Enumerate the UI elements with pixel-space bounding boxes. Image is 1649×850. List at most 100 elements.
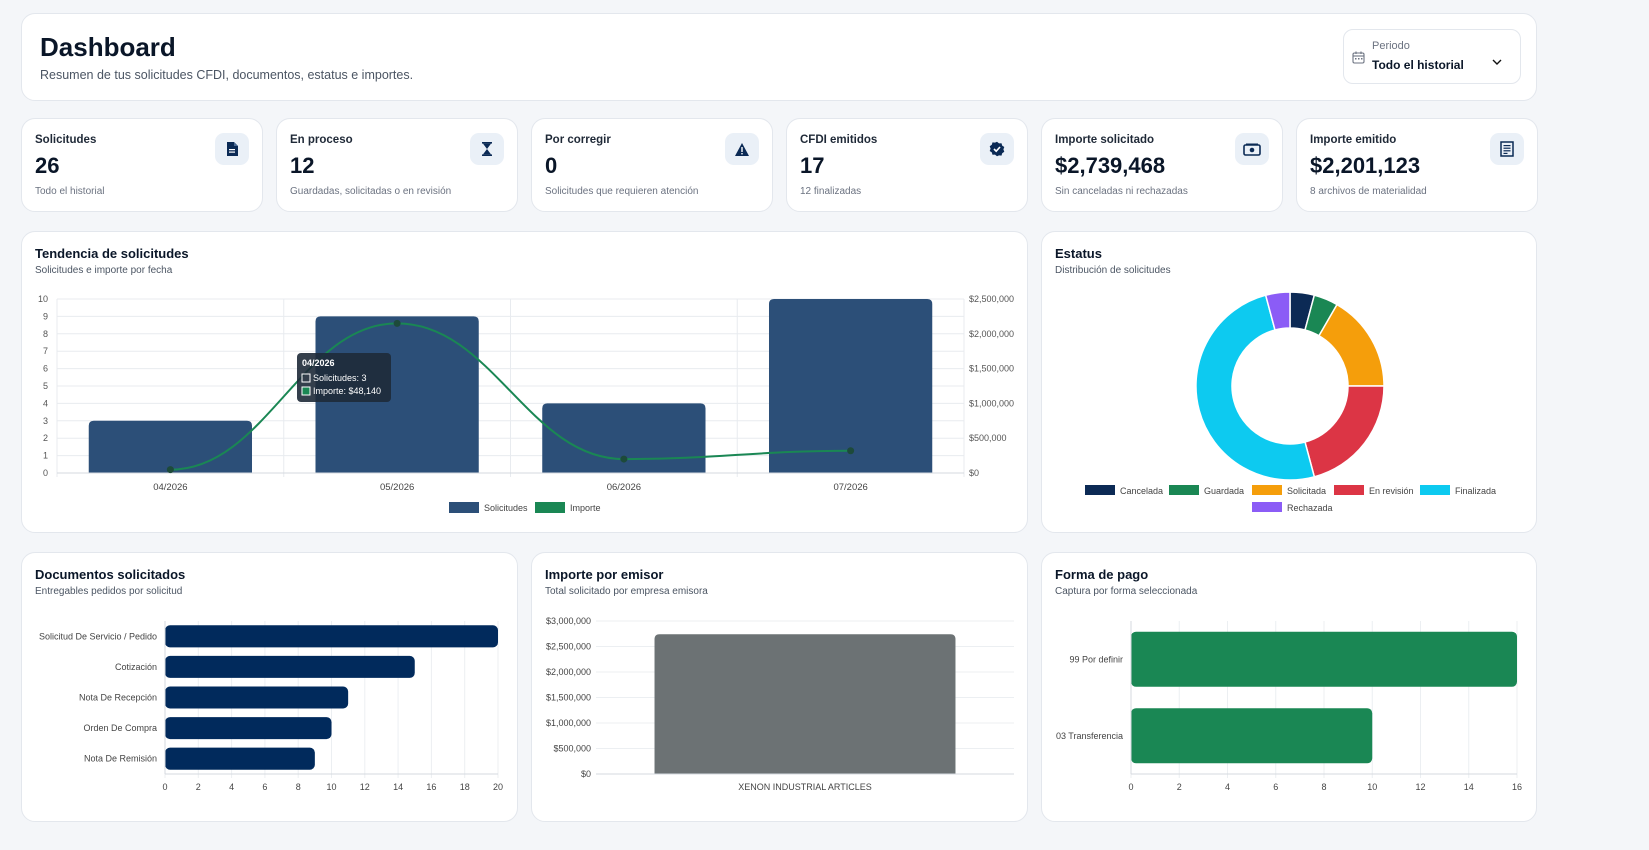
y2-tick-label: $2,000,000 xyxy=(969,329,1014,339)
x-tick-label: XENON INDUSTRIAL ARTICLES xyxy=(738,782,872,792)
y-tick-label: Nota De Recepción xyxy=(79,693,157,703)
kpi-title: Solicitudes xyxy=(35,134,97,146)
y-tick-label: 8 xyxy=(43,329,48,339)
x-tick-label: 04/2026 xyxy=(153,482,187,493)
status-card: Estatus Distribución de solicitudes Canc… xyxy=(1041,231,1537,533)
y2-tick-label: $500,000 xyxy=(969,433,1007,443)
documents-subtitle: Entregables pedidos por solicitud xyxy=(35,586,183,597)
kpi-card-solicitudes: Solicitudes 26 Todo el historial xyxy=(21,118,263,212)
x-tick-label: 6 xyxy=(1273,782,1278,792)
point-importe xyxy=(166,466,174,474)
tooltip-line: Importe: $48,140 xyxy=(313,386,381,396)
tooltip-line: Solicitudes: 3 xyxy=(313,373,367,383)
y-tick-label: 1 xyxy=(43,451,48,461)
y-tick-label: 3 xyxy=(43,416,48,426)
kpi-card-en-proceso: En proceso 12 Guardadas, solicitadas o e… xyxy=(276,118,518,212)
receipt-icon xyxy=(1490,133,1524,165)
y-tick-label: Nota De Remisión xyxy=(84,754,157,764)
x-tick-label: 10 xyxy=(326,782,336,792)
y-tick-label: $2,500,000 xyxy=(546,642,591,652)
slice-en-revisión xyxy=(1304,385,1385,478)
tooltip-box xyxy=(297,353,391,402)
y-tick-label: Solicitud De Servicio / Pedido xyxy=(39,631,157,641)
legend-label: Importe xyxy=(570,503,601,513)
cash-icon xyxy=(1235,133,1269,165)
kpi-subtitle: Todo el historial xyxy=(35,186,105,197)
legend-swatch xyxy=(1420,485,1450,495)
tooltip-swatch xyxy=(301,386,311,396)
y-tick-label: $500,000 xyxy=(553,744,591,754)
payment-title: Forma de pago xyxy=(1055,567,1149,582)
x-tick-label: 2 xyxy=(1177,782,1182,792)
kpi-title: En proceso xyxy=(290,134,353,146)
legend-label: En revisión xyxy=(1369,486,1414,496)
x-tick-label: 8 xyxy=(296,782,301,792)
period-label: Periodo xyxy=(1372,40,1410,52)
bar-document xyxy=(165,747,315,770)
status-chart: Cancelada Guardada Solicitada En revisión Fi… xyxy=(1085,291,1496,513)
legend-label: Solicitada xyxy=(1287,486,1326,496)
y-tick-label: 6 xyxy=(43,364,48,374)
chevron-down-icon xyxy=(1492,59,1502,65)
legend-swatch xyxy=(1334,485,1364,495)
legend-label: Cancelada xyxy=(1120,486,1163,496)
point-importe xyxy=(620,455,628,463)
legend-swatch xyxy=(535,502,565,513)
bar-document xyxy=(165,655,415,678)
verified-badge-icon xyxy=(980,133,1014,165)
legend-label: Guardada xyxy=(1204,486,1244,496)
y2-tick-label: $2,500,000 xyxy=(969,294,1014,304)
x-tick-label: 0 xyxy=(162,782,167,792)
kpi-title: Por corregir xyxy=(545,134,611,146)
bar-solicitudes xyxy=(88,420,253,473)
kpi-subtitle: Sin canceladas ni rechazadas xyxy=(1055,186,1188,197)
y2-tick-label: $1,000,000 xyxy=(969,398,1014,408)
x-tick-label: 16 xyxy=(1512,782,1522,792)
kpi-subtitle: 12 finalizadas xyxy=(800,186,862,197)
kpi-card-importe-emitido: Importe emitido $2,201,123 8 archivos de… xyxy=(1296,118,1538,212)
bar-payment xyxy=(1131,631,1517,687)
calendar-icon xyxy=(1352,51,1365,64)
trend-card: Tendencia de solicitudes Solicitudes e i… xyxy=(21,231,1028,533)
kpi-value: $2,739,468 xyxy=(1055,153,1166,178)
y-tick-label: 2 xyxy=(43,433,48,443)
x-tick-label: 16 xyxy=(426,782,436,792)
legend-swatch xyxy=(1169,485,1199,495)
y2-tick-label: $0 xyxy=(969,468,979,478)
kpi-value: 12 xyxy=(290,153,315,178)
x-tick-label: 4 xyxy=(1225,782,1230,792)
y-tick-label: 10 xyxy=(38,294,48,304)
documents-title: Documentos solicitados xyxy=(35,567,186,582)
y-tick-label: 99 Por definir xyxy=(1069,654,1123,664)
payment-chart: 0 2 4 6 8 10 12 14 16 99 Por definir 03 Transferen… xyxy=(1056,621,1522,792)
point-importe xyxy=(847,447,855,455)
header-card: Dashboard Resumen de tus solicitudes CFD… xyxy=(21,13,1537,101)
x-tick-label: 14 xyxy=(393,782,403,792)
document-icon xyxy=(215,133,249,165)
trend-subtitle: Solicitudes e importe por fecha xyxy=(35,265,173,276)
y-tick-label: $3,000,000 xyxy=(546,616,591,626)
kpi-title: Importe solicitado xyxy=(1055,134,1155,146)
x-tick-label: 18 xyxy=(460,782,470,792)
kpi-subtitle: 8 archivos de materialidad xyxy=(1310,186,1427,197)
slice-finalizada xyxy=(1195,294,1316,481)
warning-icon xyxy=(725,133,759,165)
x-tick-label: 10 xyxy=(1367,782,1377,792)
period-select[interactable]: Periodo Todo el historial xyxy=(1343,29,1521,84)
slice-rechazada xyxy=(1264,291,1291,331)
trend-title: Tendencia de solicitudes xyxy=(35,246,189,261)
kpi-title: CFDI emitidos xyxy=(800,134,878,146)
line-importe xyxy=(170,322,851,471)
x-tick-label: 6 xyxy=(262,782,267,792)
payment-card: Forma de pago Captura por forma seleccio… xyxy=(1041,552,1537,822)
issuer-subtitle: Total solicitado por empresa emisora xyxy=(545,586,708,597)
y2-tick-label: $1,500,000 xyxy=(969,364,1014,374)
y-tick-label: 5 xyxy=(43,381,48,391)
kpi-title: Importe emitido xyxy=(1310,134,1397,146)
documents-chart: 0 2 4 6 8 10 12 14 16 18 20 Solicitud De Servicio /… xyxy=(39,621,503,792)
period-value: Todo el historial xyxy=(1372,58,1464,72)
x-tick-label: 07/2026 xyxy=(833,482,867,493)
bar-issuer xyxy=(654,634,956,774)
kpi-card-cfdi-emitidos: CFDI emitidos 17 12 finalizadas xyxy=(786,118,1028,212)
status-subtitle: Distribución de solicitudes xyxy=(1055,265,1171,276)
